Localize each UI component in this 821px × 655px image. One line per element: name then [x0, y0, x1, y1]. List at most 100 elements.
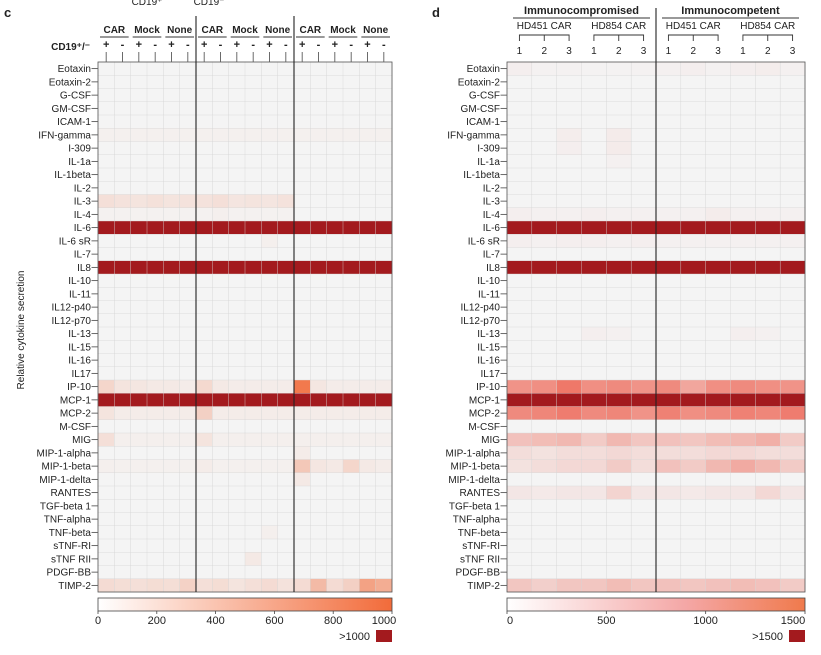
c-cell-il-2-5 — [179, 181, 197, 195]
d-cell-il-10-7 — [680, 273, 707, 288]
c-cell-i-309-12 — [293, 141, 311, 156]
c-cell-gm-csf-1 — [114, 101, 132, 116]
d-cell-il12-p40-8 — [705, 300, 731, 315]
c-cell-mip-1-beta-14 — [326, 459, 344, 474]
c-cell-tnf-beta-6 — [195, 525, 213, 540]
c-row-label-il-16: IL-16 — [68, 356, 91, 367]
d-cell-il-3-0 — [506, 194, 533, 209]
d-cell-eotaxin-2-10 — [755, 75, 781, 89]
d-cell-mip-1-alpha-5 — [630, 446, 657, 460]
c-cell-gm-csf-4 — [163, 101, 181, 116]
d-cell-gm-csf-6 — [655, 101, 682, 116]
d-cell-stnf-rii-11 — [779, 552, 806, 566]
c-cell-pdgf-bb-13 — [310, 565, 328, 580]
d-cell-gm-csf-11 — [779, 101, 806, 116]
c-colorbar-tick-label: 600 — [265, 615, 283, 627]
c-cell-eotaxin-2-4 — [163, 75, 181, 89]
d-cell-il-1beta-4 — [606, 167, 632, 182]
c-cell-mig-3 — [146, 432, 164, 447]
d-cell-tnf-beta-1 — [531, 525, 558, 540]
c-cell-tnf-alpha-10 — [261, 512, 279, 527]
d-cell-il-16-9 — [730, 353, 756, 368]
c-cell-eotaxin-8 — [228, 61, 246, 76]
c-cell-il-10-7 — [212, 273, 230, 288]
d-row-label-il-4: IL-4 — [483, 210, 501, 221]
d-cell-il-4-10 — [755, 207, 781, 222]
c-cell-il17-9 — [244, 366, 262, 381]
c-cell-il17-0 — [97, 366, 115, 381]
d-cell-gm-csf-7 — [680, 101, 707, 116]
d-row-label-i-309: I-309 — [477, 144, 500, 155]
d-cell-tnf-alpha-2 — [556, 512, 582, 527]
c-cell-il-6-sr-17 — [375, 234, 393, 248]
c-cell-stnf-ri-9 — [244, 538, 262, 553]
d-cell-mcp-2-9 — [730, 406, 756, 421]
d-cell-il-16-1 — [531, 353, 558, 368]
c-cell-il-2-14 — [326, 181, 344, 195]
c-cell-tgf-beta-1-16 — [359, 499, 377, 513]
d-cell-il-1a-7 — [680, 154, 707, 169]
d-cell-eotaxin-2-11 — [779, 75, 806, 89]
d-cell-stnf-rii-8 — [705, 552, 731, 566]
c-cell-tgf-beta-1-17 — [375, 499, 393, 513]
c-cell-il-10-1 — [114, 273, 132, 288]
d-cell-il-11-3 — [581, 287, 607, 301]
d-cell-il17-6 — [655, 366, 682, 381]
d-cell-stnf-rii-10 — [755, 552, 781, 566]
d-cell-il12-p70-8 — [705, 313, 731, 328]
c-cell-il-11-15 — [342, 287, 360, 301]
d-cell-il-7-5 — [630, 247, 657, 262]
c-cell-il-1a-2 — [130, 154, 148, 169]
d-cell-il-7-4 — [606, 247, 632, 262]
d-cell-il-10-6 — [655, 273, 682, 288]
c-cell-mip-1-beta-0 — [97, 459, 115, 474]
c-cell-il-7-14 — [326, 247, 344, 262]
c-cell-il-6-sr-15 — [342, 234, 360, 248]
d-cell-il8-6 — [655, 260, 682, 275]
d-cell-stnf-rii-9 — [730, 552, 756, 566]
c-cell-il-13-15 — [342, 326, 360, 341]
d-cell-mcp-1-10 — [755, 393, 781, 407]
d-cell-eotaxin-7 — [680, 61, 707, 76]
c-cell-eotaxin-2-15 — [342, 75, 360, 89]
c-cell-il-1beta-13 — [310, 167, 328, 182]
c-cell-il-13-16 — [359, 326, 377, 341]
d-cell-mip-1-alpha-11 — [779, 446, 806, 460]
c-row-label-eotaxin-2: Eotaxin-2 — [49, 77, 92, 88]
c-cell-mip-1-beta-2 — [130, 459, 148, 474]
d-cell-mcp-2-7 — [680, 406, 707, 421]
c-cell-pdgf-bb-4 — [163, 565, 181, 580]
c-cell-il12-p40-1 — [114, 300, 132, 315]
c-cell-il-7-6 — [195, 247, 213, 262]
c-cell-mcp-2-12 — [293, 406, 311, 421]
d-cell-eotaxin-2 — [556, 61, 582, 76]
c-cell-il8-4 — [163, 260, 181, 275]
d-cell-mip-1-delta-5 — [630, 472, 657, 487]
d-cell-mcp-2-11 — [779, 406, 806, 421]
c-cell-il-10-6 — [195, 273, 213, 288]
c-row-label-mcp-1: MCP-1 — [60, 395, 92, 406]
c-cell-rantes-7 — [212, 485, 230, 500]
c-cell-il8-17 — [375, 260, 393, 275]
d-row-label-stnf-ri: sTNF-RI — [462, 541, 500, 552]
c-cell-g-csf-16 — [359, 88, 377, 103]
c-cell-il8-12 — [293, 260, 311, 275]
c-cell-il-1beta-14 — [326, 167, 344, 182]
c-cell-g-csf-8 — [228, 88, 246, 103]
d-cell-mip-1-alpha-8 — [705, 446, 731, 460]
d-cell-il-1beta-0 — [506, 167, 533, 182]
c-row-label-ifn-gamma: IFN-gamma — [38, 130, 91, 141]
c-cell-il-6-sr-12 — [293, 234, 311, 248]
c-cell-il17-7 — [212, 366, 230, 381]
c-cell-ifn-gamma-12 — [293, 128, 311, 142]
c-cell-mip-1-delta-17 — [375, 472, 393, 487]
c-cell-il-13-8 — [228, 326, 246, 341]
c-cell-stnf-rii-10 — [261, 552, 279, 566]
d-cell-il-11-1 — [531, 287, 558, 301]
d-colorbar-tick-label: 1000 — [693, 615, 717, 627]
c-cell-mip-1-delta-6 — [195, 472, 213, 487]
c-cell-il-16-2 — [130, 353, 148, 368]
c-cell-mip-1-beta-11 — [277, 459, 295, 474]
c-cell-il-15-17 — [375, 340, 393, 354]
d-cell-stnf-ri-9 — [730, 538, 756, 553]
